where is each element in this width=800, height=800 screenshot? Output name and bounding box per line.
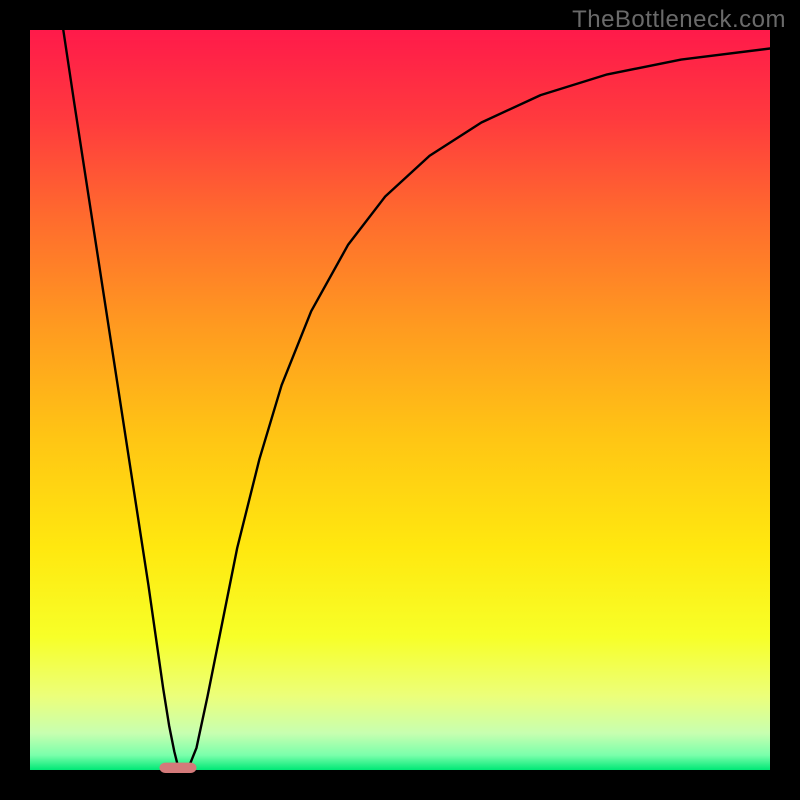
plot-gradient-background (30, 30, 770, 770)
bottleneck-marker (160, 763, 197, 773)
watermark-label: TheBottleneck.com (572, 6, 786, 34)
bottleneck-curve-chart: TheBottleneck.com (0, 0, 800, 800)
chart-svg (0, 0, 800, 800)
